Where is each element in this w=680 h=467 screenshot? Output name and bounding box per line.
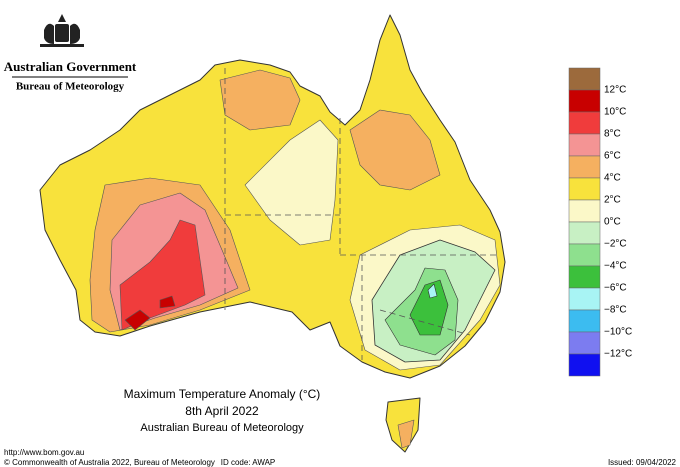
legend-swatch xyxy=(568,199,601,223)
map-date: 8th April 2022 xyxy=(185,404,259,418)
state-borders xyxy=(224,68,500,360)
legend-swatch xyxy=(568,265,601,289)
legend-label: −10°C xyxy=(604,327,632,338)
legend-label: −12°C xyxy=(604,349,632,360)
legend-label: −8°C xyxy=(604,305,627,316)
government-name: Australian Government xyxy=(4,59,137,74)
legend-label: 10°C xyxy=(604,107,626,118)
legend: 12°C 10°C 8°C 6°C 4°C 2°C 0°C −2°C −4°C −6°C −8°C −… xyxy=(568,67,632,377)
legend-swatch xyxy=(568,287,601,311)
legend-label: −4°C xyxy=(604,261,627,272)
map-title: Maximum Temperature Anomaly (°C) xyxy=(124,387,321,401)
legend-label: 6°C xyxy=(604,151,621,162)
legend-swatch xyxy=(568,89,601,113)
anomaly-minus-8-6 xyxy=(427,283,438,299)
legend-label: 12°C xyxy=(604,85,626,96)
footer-url: http://www.bom.gov.au xyxy=(4,448,84,457)
tasmania-anomaly xyxy=(397,419,415,449)
footer-id: ID code: AWAP xyxy=(221,458,276,467)
legend-label: −2°C xyxy=(604,239,627,250)
legend-label: 8°C xyxy=(604,129,621,140)
legend-swatch xyxy=(568,133,601,157)
map xyxy=(39,14,506,453)
legend-label: −6°C xyxy=(604,283,627,294)
anomaly-4-6 xyxy=(219,69,301,131)
legend-swatch xyxy=(568,331,601,355)
agency-name: Bureau of Meteorology xyxy=(16,81,125,93)
legend-label: 4°C xyxy=(604,173,621,184)
map-source: Australian Bureau of Meteorology xyxy=(140,422,304,434)
legend-swatch xyxy=(568,221,601,245)
legend-label: 2°C xyxy=(604,195,621,206)
footer-issued: Issued: 09/04/2022 xyxy=(608,458,677,467)
legend-swatch xyxy=(568,177,601,201)
anomaly-4-6 xyxy=(349,109,441,191)
anomaly-10-12 xyxy=(124,295,176,331)
legend-swatch xyxy=(568,67,601,91)
footer-copyright: © Commonwealth of Australia 2022, Bureau… xyxy=(4,458,215,467)
crest xyxy=(40,14,84,47)
legend-swatch xyxy=(568,309,601,333)
legend-swatch xyxy=(568,243,601,267)
legend-swatch xyxy=(568,111,601,135)
legend-label: 0°C xyxy=(604,217,621,228)
legend-swatch xyxy=(568,353,601,377)
legend-swatch xyxy=(568,155,601,179)
anomaly-0-2 xyxy=(244,119,339,246)
